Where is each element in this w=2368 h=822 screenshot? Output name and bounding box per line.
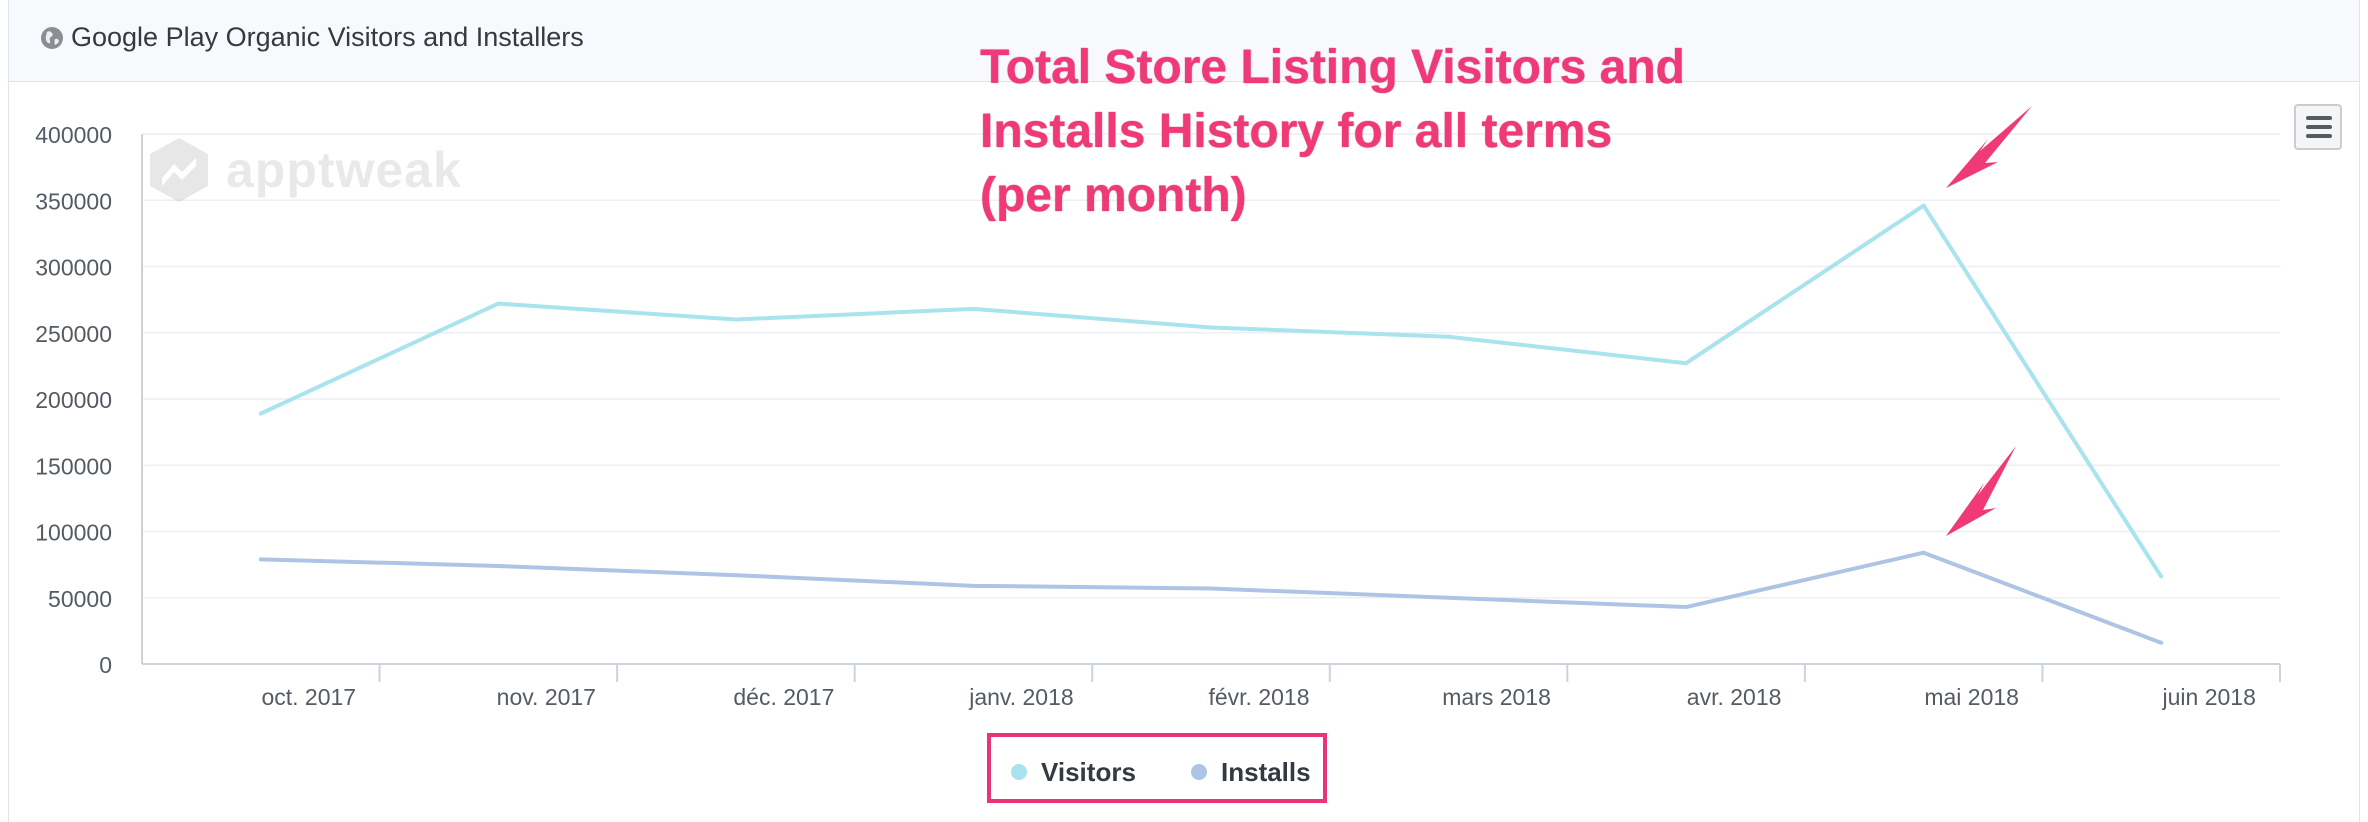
- panel-header: Google Play Organic Visitors and Install…: [9, 0, 2359, 82]
- data-point-visitors: [1921, 203, 1926, 208]
- annotation-arrow-visitors: [1946, 106, 2032, 188]
- legend-item-installs[interactable]: Installs: [1191, 757, 1311, 787]
- data-point-visitors: [258, 411, 263, 416]
- data-point-visitors: [733, 317, 738, 322]
- chart-menu-button[interactable]: [2294, 104, 2342, 150]
- y-tick-label: 300000: [35, 255, 112, 281]
- annotation-arrows: [1946, 106, 2032, 536]
- y-tick-label: 200000: [35, 387, 112, 413]
- watermark-text: apptweak: [226, 142, 462, 198]
- data-point-visitors: [1209, 325, 1213, 330]
- legend-label-visitors: Visitors: [1041, 756, 1136, 787]
- x-tick-label: mai 2018: [1924, 684, 2019, 710]
- legend-marker-installs: [1191, 764, 1207, 780]
- data-point-installs: [496, 563, 501, 568]
- y-tick-label: 50000: [48, 586, 112, 612]
- data-point-installs: [1209, 586, 1213, 591]
- x-tick-label: avr. 2018: [1687, 684, 1782, 710]
- x-tick-label: nov. 2017: [497, 684, 596, 710]
- apptweak-watermark: apptweak: [150, 138, 462, 202]
- annotation-text: Total Store Listing Visitors and Install…: [980, 41, 1685, 222]
- x-tick-label: juin 2018: [2162, 684, 2256, 710]
- y-tick-label: 150000: [35, 453, 112, 479]
- hamburger-menu-icon: [2306, 116, 2332, 120]
- x-tick-label: janv. 2018: [968, 684, 1073, 710]
- data-point-installs: [971, 583, 976, 588]
- panel-title: Google Play Organic Visitors and Install…: [71, 22, 584, 52]
- data-point-visitors: [2159, 574, 2164, 579]
- data-point-installs: [1446, 595, 1451, 600]
- data-point-visitors: [496, 301, 501, 306]
- chart-legend: Visitors Installs: [987, 733, 1327, 803]
- y-tick-label: 250000: [35, 321, 112, 347]
- x-tick-label: déc. 2017: [733, 684, 834, 710]
- data-point-installs: [1684, 605, 1689, 610]
- series-line-visitors: [259, 203, 2163, 578]
- legend-label-installs: Installs: [1221, 756, 1311, 787]
- grid-lines: [142, 133, 2280, 599]
- data-point-visitors: [1446, 334, 1451, 339]
- y-tick-label: 0: [99, 652, 112, 678]
- series-lines: [258, 203, 2164, 645]
- data-point-visitors: [1684, 361, 1689, 366]
- data-point-installs: [2159, 640, 2164, 645]
- legend-marker-visitors: [1011, 764, 1027, 780]
- data-point-installs: [733, 573, 738, 578]
- data-point-installs: [1921, 550, 1926, 555]
- y-tick-label: 400000: [35, 122, 112, 148]
- y-tick-label: 100000: [35, 520, 112, 546]
- y-tick-label: 350000: [35, 188, 112, 214]
- x-tick-label: févr. 2018: [1208, 684, 1309, 710]
- legend-item-visitors[interactable]: Visitors: [1011, 757, 1136, 787]
- chart-panel: Google Play Organic Visitors and Install…: [8, 0, 2360, 822]
- x-tick-label: oct. 2017: [261, 684, 356, 710]
- data-point-visitors: [971, 306, 976, 311]
- globe-icon: [41, 27, 63, 49]
- x-tick-label: mars 2018: [1442, 684, 1551, 710]
- annotation-arrow-installs: [1946, 446, 2016, 536]
- axes: 0 50000 100000 150000 200000 250000 300000 3500…: [35, 122, 2281, 710]
- data-point-installs: [258, 557, 263, 562]
